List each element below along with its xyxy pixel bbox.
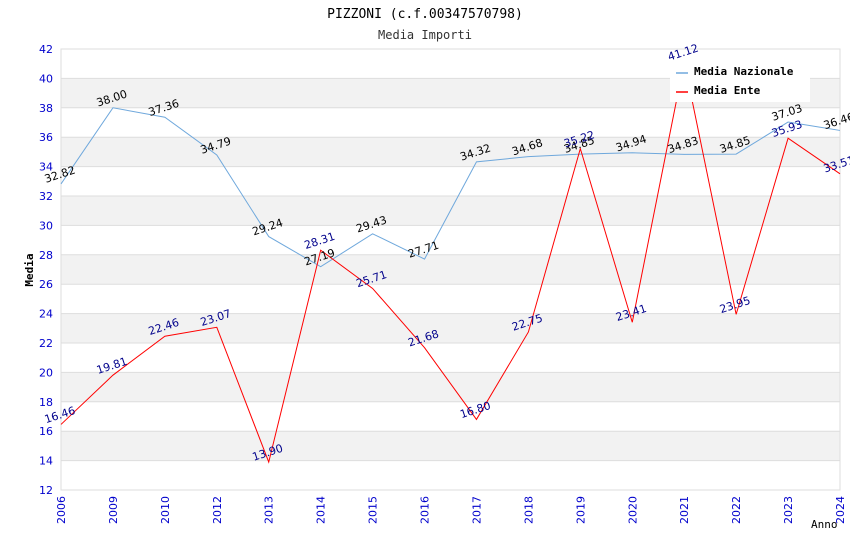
- grid-band: [61, 166, 840, 196]
- y-tick-label: 32: [39, 190, 53, 203]
- y-tick-label: 38: [39, 102, 53, 115]
- y-tick-label: 16: [39, 425, 53, 438]
- grid-band: [61, 460, 840, 490]
- x-tick-label: 2006: [55, 496, 68, 524]
- grid-band: [61, 431, 840, 461]
- y-tick-label: 24: [39, 308, 53, 321]
- x-tick-label: 2022: [730, 496, 743, 524]
- x-tick-label: 2009: [107, 496, 120, 524]
- grid-band: [61, 107, 840, 138]
- y-tick-label: 26: [39, 278, 53, 291]
- y-tick-label: 14: [39, 455, 53, 468]
- series-line-media-nazionale: [60, 107, 841, 268]
- grid-band: [61, 343, 840, 373]
- y-tick-label: 28: [39, 249, 53, 262]
- legend-label-nazionale: Media Nazionale: [694, 65, 794, 78]
- chart-title: PIZZONI (c.f.00347570798): [327, 7, 523, 22]
- grid-band: [61, 137, 840, 167]
- legend: Media Nazionale Media Ente: [670, 60, 810, 102]
- y-tick-label: 40: [39, 72, 53, 85]
- grid-band: [61, 313, 840, 343]
- y-tick-label: 42: [39, 43, 53, 56]
- x-tick-label: 2019: [574, 496, 587, 524]
- plot-frame: [60, 48, 841, 491]
- y-tick-label: 12: [39, 484, 53, 497]
- x-tick-label: 2018: [522, 496, 535, 524]
- x-tick-label: 2016: [419, 496, 432, 524]
- y-tick-label: 34: [39, 161, 53, 174]
- y-tick-label: 36: [39, 131, 53, 144]
- legend-label-ente: Media Ente: [694, 84, 761, 97]
- grid-band: [61, 401, 840, 432]
- grid-band: [61, 254, 840, 285]
- x-tick-label: 2014: [315, 496, 328, 524]
- x-tick-label: 2023: [782, 496, 795, 524]
- y-axis-ticks: 12 14 16 18 20 22 24 26 28 30 32 34 36 38 40 42: [39, 43, 53, 497]
- x-tick-label: 2012: [211, 496, 224, 524]
- x-tick-label: 2017: [470, 496, 483, 524]
- y-axis-title: Media: [23, 253, 36, 286]
- series-line-media-ente: [60, 61, 841, 464]
- y-tick-label: 20: [39, 366, 53, 379]
- x-tick-label: 2021: [678, 496, 691, 524]
- y-tick-label: 18: [39, 396, 53, 409]
- series-lines: [60, 61, 841, 464]
- x-axis-title: Anno: [811, 518, 838, 531]
- y-tick-label: 30: [39, 219, 53, 232]
- x-tick-label: 2010: [159, 496, 172, 524]
- legend-box: [670, 60, 810, 102]
- x-tick-label: 2013: [263, 496, 276, 524]
- x-axis-ticks: 2006 2009 2010 2012 2013 2014 2015 2016 2017 2018…: [55, 496, 847, 524]
- grid-band: [61, 372, 840, 402]
- x-tick-label: 2024: [834, 496, 847, 524]
- x-tick-label: 2015: [367, 496, 380, 524]
- plot-background: [60, 48, 841, 491]
- y-tick-label: 22: [39, 337, 53, 350]
- grid-band: [61, 284, 840, 314]
- grid-band: [61, 225, 840, 255]
- x-tick-label: 2020: [626, 496, 639, 524]
- chart-subtitle: Media Importi: [378, 28, 472, 42]
